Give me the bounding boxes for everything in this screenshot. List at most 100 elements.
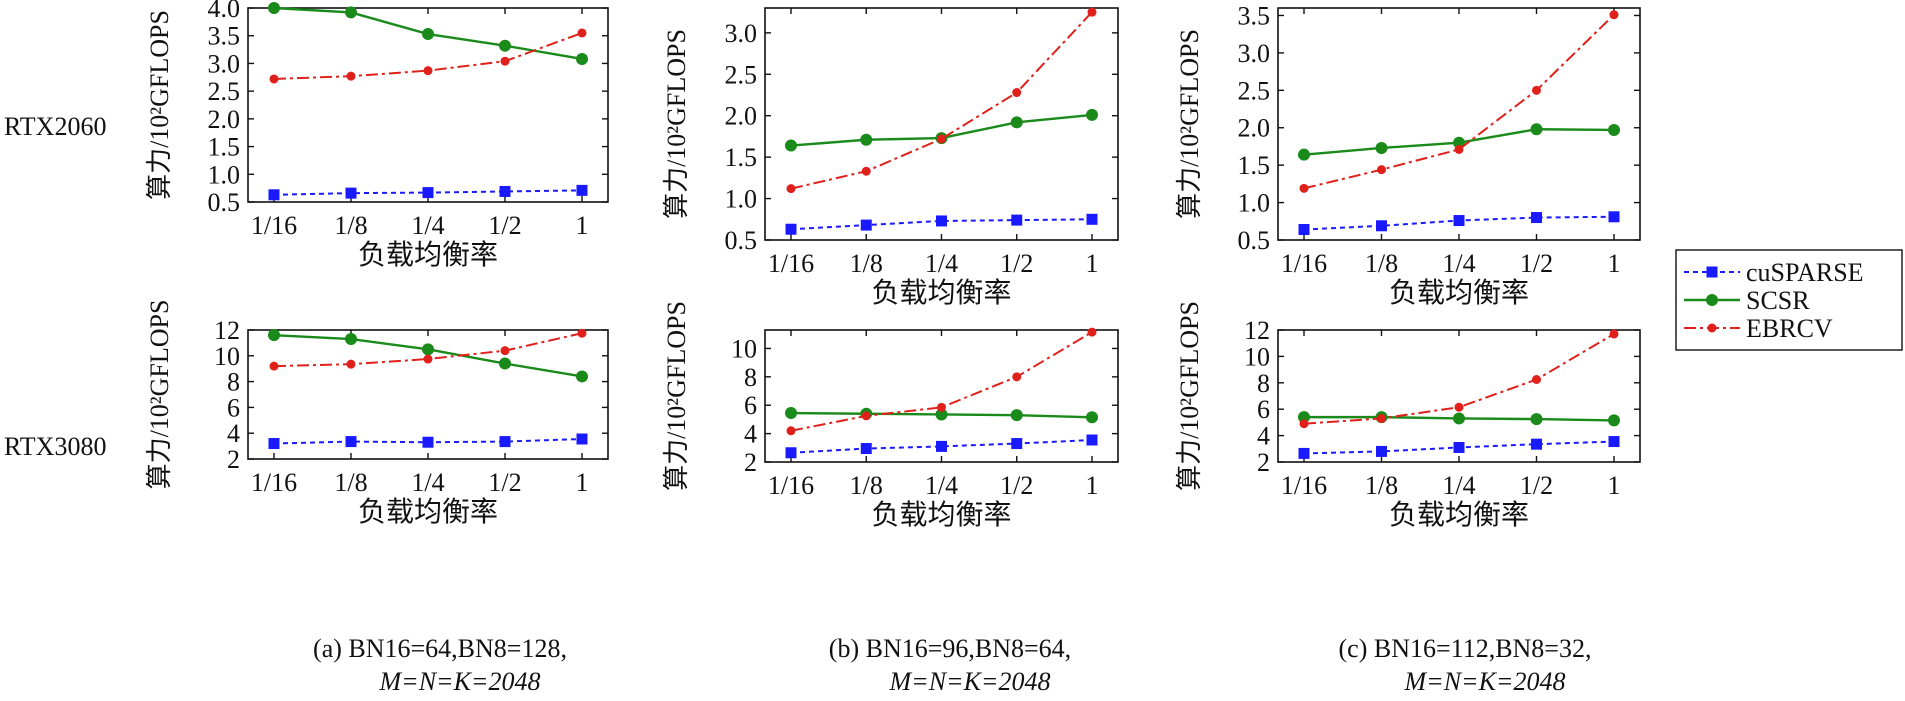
series-line-EBRCV — [790, 331, 1093, 432]
data-point-cuSPARSE — [1011, 214, 1023, 226]
data-point-EBRCV — [937, 402, 946, 412]
data-point-cuSPARSE — [576, 184, 588, 196]
y-tick-label: 6 — [227, 393, 240, 422]
data-point-SCSR — [268, 2, 280, 14]
data-point-SCSR — [1375, 141, 1388, 154]
y-tick-label: 2.0 — [725, 102, 758, 131]
row-label-rtx2060: RTX2060 — [4, 112, 106, 141]
y-tick-label: 4.0 — [208, 0, 241, 23]
data-point-cuSPARSE — [860, 219, 872, 231]
y-tick-label: 2.5 — [208, 77, 241, 106]
chart-panel-2: 0.5 1.0 1.5 2.0 2.5 3.0 1/16 1/8 1/4 1/2 1 负载均衡率 算力/… — [662, 7, 1119, 309]
y-tick-label: 12 — [214, 316, 240, 345]
data-point-SCSR — [268, 329, 280, 342]
data-point-cuSPARSE — [499, 436, 511, 448]
data-point-EBRCV — [1532, 85, 1541, 95]
data-point-cuSPARSE — [936, 440, 947, 452]
y-tick-label: 12 — [1244, 316, 1270, 345]
data-point-cuSPARSE — [1376, 445, 1387, 457]
data-point-EBRCV — [1377, 165, 1386, 175]
x-tick-label: 1 — [576, 211, 589, 240]
x-tick-label: 1/2 — [488, 211, 521, 240]
row-label-rtx3080: RTX3080 — [4, 432, 106, 461]
x-tick-label: 1/4 — [1442, 249, 1475, 278]
x-tick-label: 1/8 — [1365, 249, 1398, 278]
x-tick-label: 1 — [1086, 249, 1099, 278]
caption-line-2: M=N=K=2048 — [889, 667, 1051, 696]
x-tick-label: 1/8 — [334, 211, 367, 240]
y-tick-label: 8 — [744, 363, 757, 392]
x-tick-label: 1/2 — [1520, 249, 1553, 278]
x-tick-label: 1/4 — [925, 249, 958, 278]
data-point-cuSPARSE — [1531, 438, 1542, 450]
data-point-SCSR — [1086, 108, 1098, 121]
data-point-cuSPARSE — [1376, 220, 1387, 232]
data-point-SCSR — [1608, 123, 1620, 136]
data-point-EBRCV — [1087, 7, 1097, 17]
data-point-cuSPARSE — [785, 223, 797, 235]
y-tick-label: 2.0 — [208, 105, 241, 134]
chart-panel-1: 0.51.01.52.02.53.03.54.0 1/16 1/8 1/4 1/2 1 负载… — [145, 0, 609, 271]
data-point-EBRCV — [577, 328, 587, 338]
data-point-SCSR — [1530, 123, 1543, 136]
data-point-cuSPARSE — [268, 438, 280, 450]
caption-line-1: (a) BN16=64,BN8=128, — [313, 634, 567, 663]
y-tick-label: 2 — [744, 448, 757, 477]
data-point-cuSPARSE — [785, 447, 797, 459]
x-tick-label: 1 — [1608, 249, 1621, 278]
data-point-cuSPARSE — [576, 433, 588, 445]
x-tick-label: 1/4 — [1442, 471, 1475, 500]
y-tick-label: 1.5 — [725, 143, 758, 172]
y-tick-label: 2.5 — [725, 60, 758, 89]
y-tick-label: 10 — [214, 342, 240, 371]
y-tick-label: 6 — [744, 391, 757, 420]
y-axis-label: 算力/10²GFLOPS — [1175, 29, 1204, 219]
data-point-EBRCV — [500, 56, 510, 66]
x-axis-label: 负载均衡率 — [358, 496, 498, 528]
data-point-EBRCV — [1012, 88, 1022, 98]
data-point-cuSPARSE — [499, 185, 511, 197]
y-tick-label: 1.0 — [725, 185, 758, 214]
data-point-EBRCV — [423, 66, 433, 76]
caption-line-1: (c) BN16=112,BN8=32, — [1339, 634, 1592, 663]
data-point-EBRCV — [269, 74, 279, 84]
y-tick-label: 1.0 — [208, 160, 241, 189]
data-point-EBRCV — [1087, 327, 1097, 337]
data-point-cuSPARSE — [1086, 213, 1098, 225]
x-tick-label: 1/8 — [1365, 471, 1398, 500]
x-tick-label: 1/16 — [251, 211, 297, 240]
y-axis-label: 算力/10²GFLOPS — [145, 10, 174, 200]
data-point-SCSR — [1453, 412, 1465, 425]
data-point-EBRCV — [786, 184, 796, 194]
data-point-cuSPARSE — [936, 215, 947, 227]
y-tick-label: 0.5 — [1238, 226, 1271, 255]
data-point-cuSPARSE — [1453, 215, 1465, 227]
y-axis-label: 算力/10²GFLOPS — [662, 29, 691, 219]
data-point-SCSR — [576, 52, 588, 65]
x-tick-label: 1/8 — [334, 468, 367, 497]
data-point-cuSPARSE — [1531, 212, 1542, 224]
y-tick-label: 3.5 — [208, 22, 241, 51]
data-point-SCSR — [1530, 413, 1543, 426]
y-tick-label: 0.5 — [725, 226, 758, 255]
data-point-EBRCV — [1609, 329, 1619, 339]
data-point-cuSPARSE — [1011, 438, 1023, 450]
legend-label-EBRCV: EBRCV — [1746, 314, 1833, 343]
legend-marker-SCSR — [1706, 294, 1718, 306]
data-point-SCSR — [1608, 414, 1620, 427]
data-point-EBRCV — [1532, 375, 1541, 384]
y-tick-label: 3.5 — [1238, 1, 1271, 30]
y-tick-label: 2 — [1257, 448, 1270, 477]
x-tick-label: 1/4 — [411, 211, 444, 240]
data-point-cuSPARSE — [345, 187, 357, 199]
y-tick-label: 8 — [1257, 369, 1270, 398]
chart-panel-3: 0.5 1.0 1.5 2.0 2.5 3.0 3.5 1/16 1/8 1/4 1/2 1 负载均衡率… — [1175, 1, 1641, 309]
data-point-cuSPARSE — [1298, 224, 1310, 236]
x-axis-label: 负载均衡率 — [358, 239, 498, 271]
y-tick-label: 1.0 — [1238, 189, 1271, 218]
data-point-SCSR — [1010, 409, 1023, 422]
data-point-SCSR — [1010, 116, 1023, 129]
